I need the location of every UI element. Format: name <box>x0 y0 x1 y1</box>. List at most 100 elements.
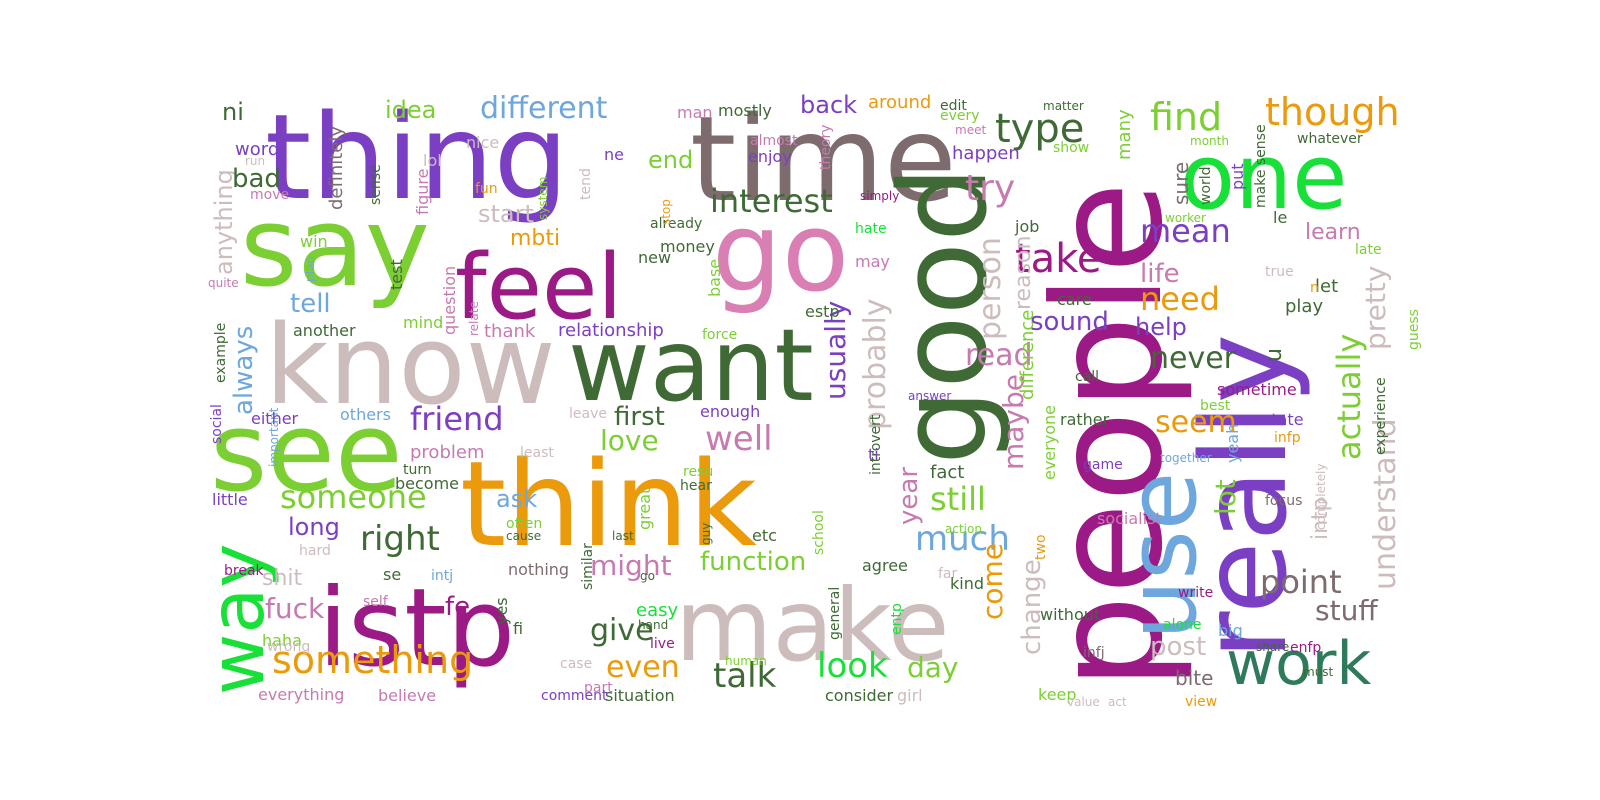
word-bite: bite <box>1175 666 1213 690</box>
word-girl: girl <box>897 686 923 705</box>
word-often: often <box>506 516 542 532</box>
word-stuff: stuff <box>1315 594 1378 627</box>
word-job: job <box>1014 217 1039 236</box>
word-move: move <box>250 187 289 203</box>
word-read: read <box>965 338 1033 373</box>
word-change: change <box>1017 559 1047 655</box>
word-call: call <box>1075 369 1099 385</box>
word-help: help <box>1135 313 1187 341</box>
word-state: state <box>1263 410 1304 429</box>
word-already: already <box>650 216 702 232</box>
word-word: word <box>235 139 279 160</box>
word-must: must <box>1303 665 1334 679</box>
word-love: love <box>600 424 659 457</box>
word-sense: sense <box>368 164 384 205</box>
word-run: run <box>245 154 265 168</box>
word-different: different <box>480 91 608 126</box>
word-question: question <box>440 266 459 335</box>
word-turn: turn <box>403 462 432 478</box>
word-difference: difference <box>1017 310 1038 400</box>
word-view: view <box>1185 694 1217 710</box>
word-true: true <box>1265 264 1294 280</box>
word-care: care <box>1057 290 1092 309</box>
word-enjoy: enjoy <box>748 147 792 166</box>
word-understand: understand <box>1368 418 1403 590</box>
word-relate: relate <box>467 301 481 336</box>
word-without: without <box>1040 605 1100 624</box>
word-may: may <box>855 252 890 271</box>
word-haha: haha <box>262 631 302 650</box>
word-answer: answer <box>908 389 951 403</box>
word-self: self <box>363 594 389 610</box>
word-interest: interest <box>710 182 833 220</box>
word-type: type <box>995 106 1084 152</box>
word-make-sense: make sense <box>1253 124 1269 208</box>
word-sure: sure <box>1169 162 1193 205</box>
word-general: general <box>827 587 843 640</box>
word-enough: enough <box>700 402 760 421</box>
word-shit: shit <box>262 566 303 591</box>
word-hear: hear <box>680 478 712 494</box>
word-ask: ask <box>496 485 537 513</box>
word-put: put <box>1228 163 1247 190</box>
word-sometime: sometime <box>1217 380 1297 399</box>
word-figure: figure <box>413 169 432 215</box>
word-late: late <box>1355 242 1382 258</box>
word-socialist: socialist <box>1097 509 1162 528</box>
word-etc: etc <box>752 526 777 545</box>
word-feel: feel <box>455 235 622 340</box>
word-pretty: pretty <box>1359 266 1392 350</box>
word-relationship: relationship <box>558 320 664 341</box>
word-talk: talk <box>713 656 777 696</box>
word-everything: everything <box>258 685 344 704</box>
word-good: good <box>875 166 1014 465</box>
word-either: either <box>251 409 299 428</box>
word-leave: leave <box>569 406 607 422</box>
word-easy: easy <box>636 600 678 621</box>
word-u: u <box>1262 348 1287 362</box>
word-time: time <box>690 90 957 228</box>
word-know: know <box>265 301 556 429</box>
word-little: little <box>212 490 248 509</box>
word-agree: agree <box>862 556 908 575</box>
word-wrong: wrong <box>267 639 310 655</box>
word-say: say <box>240 183 430 311</box>
word-might: might <box>590 549 672 582</box>
word-tend: tend <box>578 168 594 200</box>
word-post: post <box>1150 632 1206 662</box>
word-ne: ne <box>604 145 624 164</box>
word-last: last <box>612 529 634 543</box>
word-fuck: fuck <box>265 592 325 625</box>
word-fun: fun <box>475 181 498 197</box>
word-though: though <box>1265 90 1400 134</box>
word-se: se <box>383 565 401 584</box>
word-nothing: nothing <box>508 560 569 579</box>
word-stop: stop <box>659 199 673 225</box>
word-break: break <box>224 563 265 579</box>
word-bad: bad <box>232 164 281 194</box>
word-world: world <box>1198 166 1214 205</box>
word-infj: infj <box>1083 645 1105 661</box>
word-usually: usually <box>819 301 852 400</box>
word-matter: matter <box>1043 99 1084 113</box>
word-hand: hand <box>638 618 668 632</box>
word-lol: lol <box>423 151 442 170</box>
word-plan: plan <box>303 256 317 282</box>
word-many: many <box>1114 109 1135 160</box>
word-intp: intp <box>1308 497 1333 540</box>
word-one: one <box>1180 125 1347 230</box>
word-win: win <box>300 232 328 251</box>
word-right: right <box>360 519 440 559</box>
word-social: social <box>209 404 225 444</box>
word-human: human <box>725 654 767 668</box>
word-resu: resu <box>683 464 713 480</box>
word-important: important <box>267 407 281 467</box>
word-first: first <box>614 402 665 432</box>
word-month: month <box>1190 134 1229 148</box>
word-edit: edit <box>940 98 967 114</box>
word-base: base <box>705 259 724 297</box>
word-ni: ni <box>222 98 244 126</box>
word-keep: keep <box>1038 685 1077 704</box>
word-thank: thank <box>484 321 536 342</box>
